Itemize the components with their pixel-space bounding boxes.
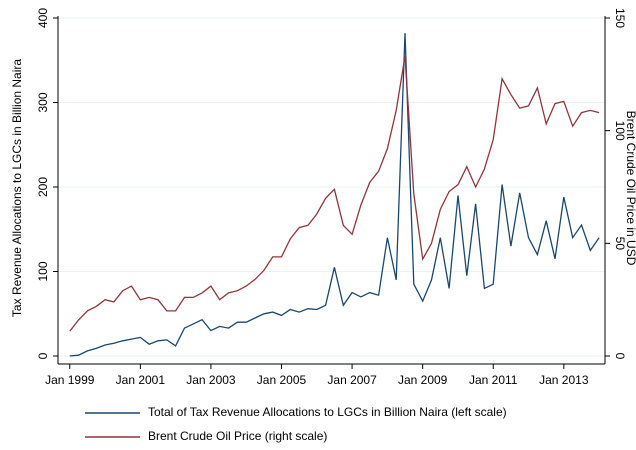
y2-tick-label: 50 bbox=[613, 237, 627, 251]
x-tick-label: Jan 1999 bbox=[45, 373, 95, 387]
y-tick-label: 300 bbox=[36, 92, 50, 112]
x-tick-label: Jan 2007 bbox=[327, 373, 377, 387]
x-tick-label: Jan 2001 bbox=[116, 373, 166, 387]
y-tick-label: 100 bbox=[36, 261, 50, 281]
x-tick-label: Jan 2011 bbox=[469, 373, 518, 387]
x-tick-label: Jan 2009 bbox=[398, 373, 448, 387]
x-tick-label: Jan 2005 bbox=[257, 373, 307, 387]
y2-tick-label: 0 bbox=[613, 353, 627, 360]
y-tick-label: 200 bbox=[36, 177, 50, 197]
series-line bbox=[69, 56, 600, 332]
y-axis-label: Tax Revenue Allocations to LGCs in Billi… bbox=[10, 59, 24, 317]
y2-tick-label: 100 bbox=[613, 121, 627, 141]
y-tick-label: 400 bbox=[36, 8, 50, 28]
y2-tick-label: 150 bbox=[613, 8, 627, 28]
legend-label: Total of Tax Revenue Allocations to LGCs… bbox=[148, 405, 507, 419]
legend-label: Brent Crude Oil Price (right scale) bbox=[148, 429, 327, 443]
x-tick-label: Jan 2013 bbox=[539, 373, 589, 387]
x-tick-label: Jan 2003 bbox=[186, 373, 236, 387]
y-tick-label: 0 bbox=[36, 352, 50, 359]
y2-axis-label: Brent Crude Oil Price in USD bbox=[624, 111, 636, 266]
series-line bbox=[69, 33, 600, 357]
